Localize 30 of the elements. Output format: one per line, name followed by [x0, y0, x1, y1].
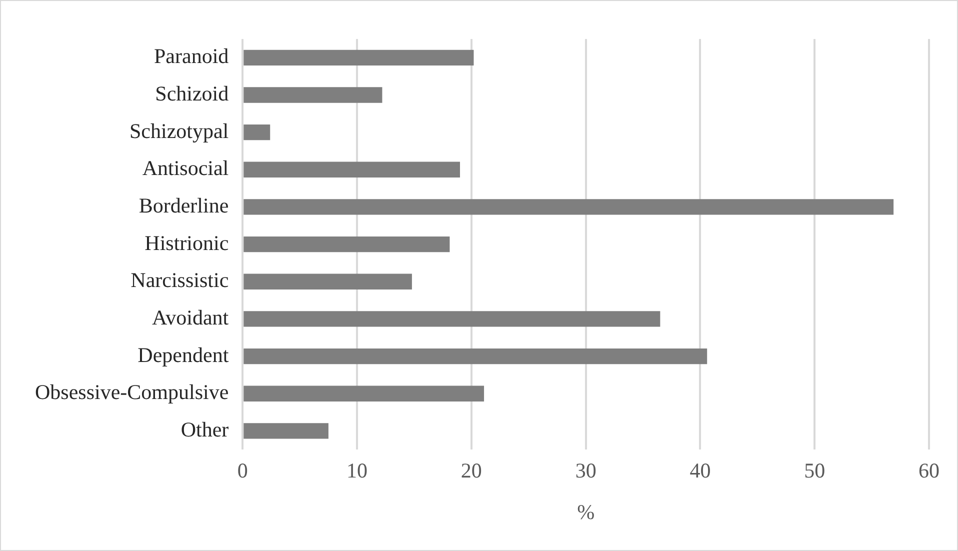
x-axis-title: % [577, 500, 595, 524]
y-tick-label: Obsessive-Compulsive [35, 380, 229, 404]
bar [244, 386, 484, 402]
x-tick-label: 10 [346, 458, 368, 483]
y-tick-label: Antisocial [142, 156, 229, 180]
y-tick-label: Schizotypal [130, 118, 229, 143]
x-tick-label: 50 [804, 458, 826, 483]
bar [244, 199, 894, 215]
bar [244, 236, 450, 252]
bar [244, 274, 412, 290]
x-tick-label: 20 [460, 458, 482, 483]
bar [244, 50, 474, 66]
x-tick-label: 0 [237, 458, 248, 483]
y-tick-label: Narcissistic [130, 268, 229, 292]
bar [244, 423, 328, 439]
y-tick-label: Schizoid [155, 82, 230, 106]
x-tick-label: 30 [575, 458, 596, 483]
y-tick-label: Paranoid [154, 44, 230, 68]
y-tick-label: Borderline [138, 193, 229, 218]
bar [244, 87, 382, 103]
bar [244, 124, 270, 140]
bar [244, 162, 460, 178]
bar [244, 311, 660, 327]
x-tick-label: 60 [918, 458, 940, 483]
y-tick-label: Avoidant [152, 305, 229, 330]
y-tick-label: Other [180, 417, 229, 442]
x-tick-label: 40 [690, 458, 711, 483]
y-tick-label: Dependent [138, 342, 229, 367]
y-tick-label: Histrionic [144, 230, 229, 255]
bar [244, 348, 708, 364]
